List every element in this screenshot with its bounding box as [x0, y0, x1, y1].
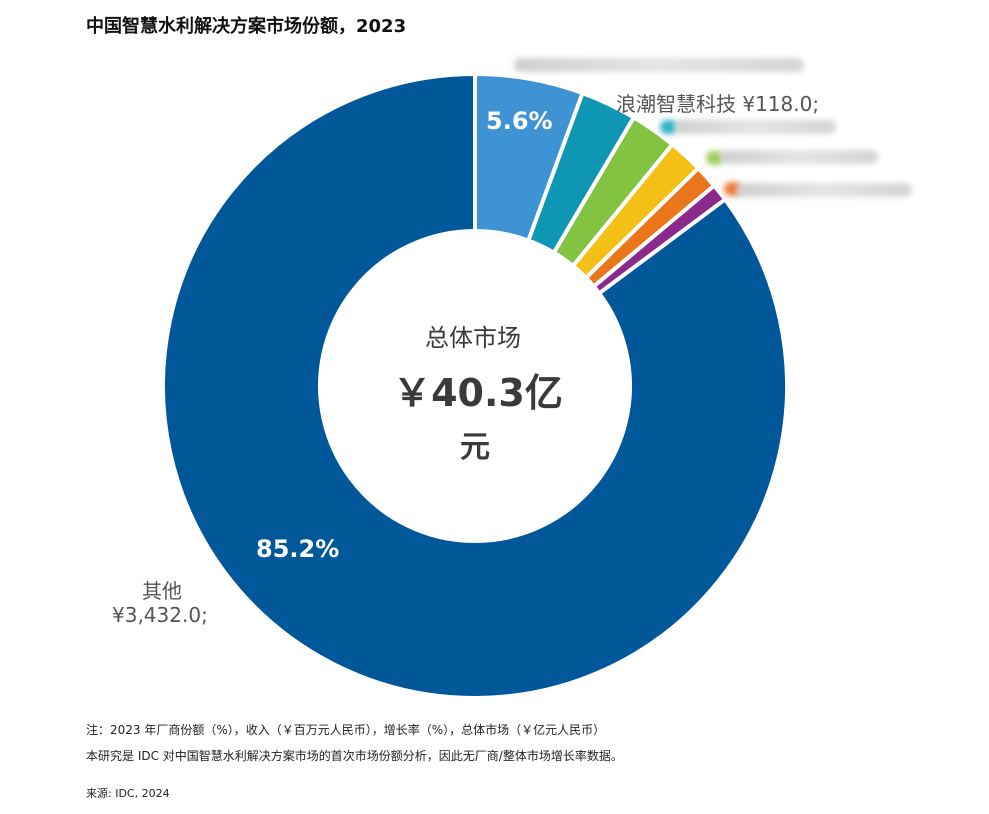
others-value-label: ¥3,432.0;: [112, 603, 208, 627]
footnote-source: 来源: IDC, 2024: [86, 787, 170, 800]
chart-title: 中国智慧水利解决方案市场份额，2023: [86, 16, 407, 37]
redacted-vendor-label-1: [514, 58, 804, 72]
footnote-note: 注：2023 年厂商份额（%），收入（￥百万元人民币），增长率（%），总体市场（…: [86, 723, 606, 737]
redacted-vendor-label-4: [736, 183, 912, 197]
redacted-legend-dot-teal: [660, 120, 678, 134]
redacted-legend-dot-green: [706, 151, 724, 165]
center-value: ￥40.3亿: [393, 371, 563, 415]
slice-label-others: 85.2%: [256, 535, 340, 563]
redacted-vendor-label-3: [720, 150, 878, 164]
center-title: 总体市场: [425, 324, 521, 352]
center-unit: 元: [460, 430, 490, 465]
others-name-label: 其他: [142, 579, 182, 603]
vendor-label-inspur: 浪潮智慧科技 ¥118.0;: [616, 92, 820, 116]
slice-label-top-vendor: 5.6%: [486, 107, 553, 135]
donut-slice-others: [161, 72, 789, 700]
footnote-description: 本研究是 IDC 对中国智慧水利解决方案市场的首次市场份额分析，因此无厂商/整体…: [86, 749, 623, 763]
redacted-vendor-label-2: [674, 120, 836, 134]
